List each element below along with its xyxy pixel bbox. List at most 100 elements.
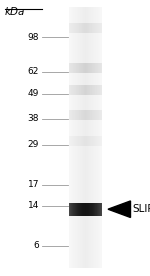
Bar — [81, 136, 82, 146]
Bar — [71, 23, 72, 33]
Bar — [84, 63, 85, 73]
Bar — [72, 63, 73, 73]
Bar — [74, 203, 75, 216]
Bar — [70, 63, 71, 73]
Bar — [75, 7, 76, 268]
Bar — [82, 23, 83, 33]
Bar — [88, 7, 89, 268]
Bar — [77, 110, 78, 120]
Bar — [87, 85, 88, 95]
Bar — [91, 136, 92, 146]
Bar — [82, 85, 83, 95]
Bar — [99, 203, 100, 216]
Text: SLIRP: SLIRP — [132, 204, 150, 214]
Bar — [94, 85, 95, 95]
Bar — [84, 110, 85, 120]
Bar — [83, 85, 84, 95]
Bar — [99, 110, 100, 120]
Bar — [80, 7, 81, 268]
Bar — [76, 7, 77, 268]
Bar — [87, 7, 88, 268]
Bar — [97, 63, 98, 73]
Bar — [82, 110, 83, 120]
Bar — [69, 203, 70, 216]
Bar — [94, 23, 95, 33]
Bar — [71, 85, 72, 95]
Bar — [73, 203, 74, 216]
Bar — [100, 23, 101, 33]
Bar — [89, 85, 90, 95]
Bar — [91, 85, 92, 95]
Bar — [80, 63, 81, 73]
FancyArrow shape — [108, 201, 130, 217]
Bar — [94, 136, 95, 146]
Bar — [91, 203, 92, 216]
Text: kDa: kDa — [4, 7, 25, 17]
Bar — [84, 23, 85, 33]
Bar — [77, 23, 78, 33]
Bar — [98, 136, 99, 146]
Bar — [74, 63, 75, 73]
Bar — [83, 7, 84, 268]
Bar — [90, 110, 91, 120]
Bar — [78, 203, 79, 216]
Bar — [74, 110, 75, 120]
Bar — [69, 63, 70, 73]
Bar — [69, 23, 70, 33]
Bar — [82, 63, 83, 73]
Bar — [92, 85, 93, 95]
Bar — [94, 7, 95, 268]
Bar — [73, 110, 74, 120]
Bar — [83, 110, 84, 120]
Bar — [95, 110, 96, 120]
Bar — [69, 7, 70, 268]
Bar — [75, 110, 76, 120]
Bar — [93, 110, 94, 120]
Bar — [93, 203, 94, 216]
Bar — [97, 7, 98, 268]
Bar — [70, 85, 71, 95]
Bar — [87, 63, 88, 73]
Bar — [88, 136, 89, 146]
Bar — [91, 63, 92, 73]
Bar — [79, 203, 80, 216]
Bar — [86, 136, 87, 146]
Bar — [85, 136, 86, 146]
Bar — [76, 85, 77, 95]
Bar — [99, 7, 100, 268]
Bar — [72, 136, 73, 146]
Bar — [76, 63, 77, 73]
Bar — [70, 136, 71, 146]
Bar — [69, 7, 102, 268]
Bar — [70, 23, 71, 33]
Bar — [92, 63, 93, 73]
Bar — [84, 85, 85, 95]
Bar — [101, 7, 102, 268]
Bar — [101, 23, 102, 33]
Bar — [98, 203, 99, 216]
Bar — [95, 85, 96, 95]
Bar — [88, 203, 89, 216]
Bar — [71, 63, 72, 73]
Bar — [85, 203, 86, 216]
Bar — [75, 136, 76, 146]
Bar — [91, 7, 92, 268]
Bar — [93, 63, 94, 73]
Bar — [69, 110, 70, 120]
Bar — [80, 85, 81, 95]
Bar — [75, 203, 76, 216]
Bar — [80, 110, 81, 120]
Bar — [90, 23, 91, 33]
Bar — [73, 23, 74, 33]
Bar — [93, 136, 94, 146]
Bar — [96, 7, 97, 268]
Bar — [94, 110, 95, 120]
Bar — [70, 110, 71, 120]
Bar — [86, 85, 87, 95]
Bar — [89, 110, 90, 120]
Bar — [93, 23, 94, 33]
Bar — [84, 203, 85, 216]
Bar — [90, 136, 91, 146]
Bar — [96, 136, 97, 146]
Bar — [97, 110, 98, 120]
